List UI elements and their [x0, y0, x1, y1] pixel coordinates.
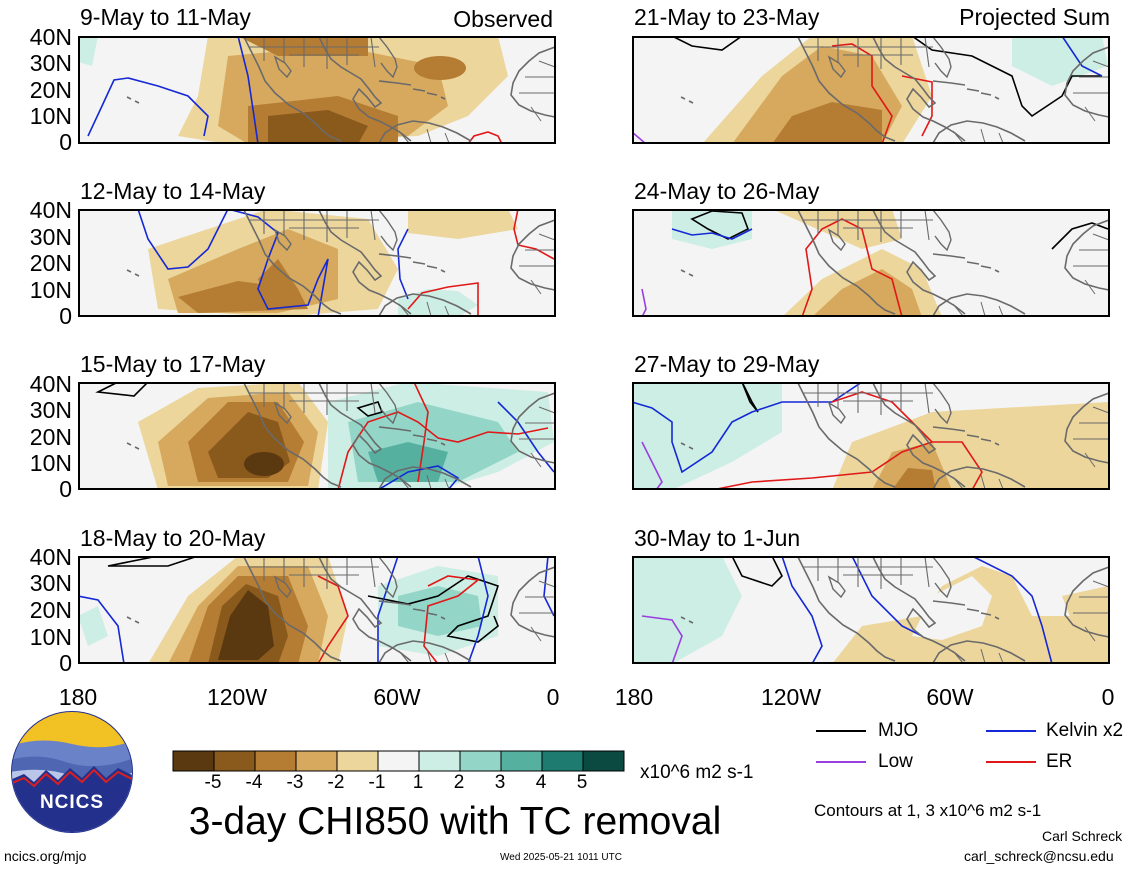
lat-label: 20N	[29, 597, 72, 623]
lat-label: 0	[59, 476, 72, 502]
map-panel-2	[78, 209, 556, 317]
lon-label: 120W	[760, 684, 822, 710]
er-legend-line	[986, 761, 1036, 763]
logo-text: NCICS	[39, 792, 105, 813]
colorbar-label: 2	[453, 772, 465, 793]
colorbar-label: -5	[204, 772, 222, 793]
colorbar-label: 5	[576, 772, 588, 793]
colorbar-label: -2	[327, 772, 345, 793]
map-panel-5	[632, 36, 1110, 144]
panel-title-7: 27-May to 29-May	[634, 351, 820, 377]
lon-label: 180	[58, 684, 98, 710]
lat-label: 10N	[29, 624, 72, 650]
panel-title-1: 9-May to 11-May	[80, 4, 251, 30]
colorbar-units: x10^6 m2 s-1	[640, 762, 754, 783]
lat-label: 40N	[29, 24, 72, 50]
lon-label: 120W	[206, 684, 268, 710]
map-panel-8	[632, 556, 1110, 664]
author-name: Carl Schreck	[1042, 828, 1123, 844]
lat-label: 0	[59, 129, 72, 155]
lon-label: 60W	[926, 684, 974, 710]
lat-label: 0	[59, 650, 72, 676]
legend-label-er: ER	[1046, 751, 1073, 772]
lat-label: 40N	[29, 544, 72, 570]
mjo-legend-line	[816, 730, 866, 732]
lat-label: 10N	[29, 277, 72, 303]
panel-title-3: 15-May to 17-May	[80, 351, 266, 377]
legend-label-low: Low	[878, 751, 913, 772]
lat-label: 40N	[29, 197, 72, 223]
ncics-logo: NCICS	[10, 710, 134, 834]
website-link[interactable]: ncics.org/mjo	[4, 848, 87, 864]
kelvin-legend-line	[986, 730, 1036, 732]
lat-label: 30N	[29, 570, 72, 596]
legend-label-kelvin: Kelvin x2	[1046, 720, 1124, 741]
colorbar-label: -4	[245, 772, 263, 793]
lon-label: 60W	[373, 684, 421, 710]
lon-label: 180	[614, 684, 654, 710]
lon-label: 0	[546, 684, 560, 710]
colorbar	[172, 750, 628, 777]
projected-sum-label: Projected Sum	[959, 4, 1110, 30]
colorbar-label: -1	[368, 772, 386, 793]
low-legend-line	[816, 761, 866, 763]
colorbar-label: 3	[494, 772, 506, 793]
lat-label: 40N	[29, 371, 72, 397]
panel-title-2: 12-May to 14-May	[80, 178, 266, 204]
lat-label: 0	[59, 303, 72, 329]
map-panel-6	[632, 209, 1110, 317]
lon-label: 0	[1101, 684, 1115, 710]
author-email[interactable]: carl_schreck@ncsu.edu	[964, 848, 1114, 864]
lat-label: 30N	[29, 224, 72, 250]
lat-label: 20N	[29, 424, 72, 450]
lat-label: 20N	[29, 77, 72, 103]
lat-label: 10N	[29, 450, 72, 476]
legend-label-mjo: MJO	[878, 720, 919, 741]
timestamp: Wed 2025-05-21 1011 UTC	[500, 852, 622, 863]
map-panel-7	[632, 382, 1110, 490]
panel-title-8: 30-May to 1-Jun	[634, 525, 801, 551]
lat-label: 30N	[29, 50, 72, 76]
panel-title-5: 21-May to 23-May	[634, 4, 820, 30]
map-panel-3	[78, 382, 556, 490]
colorbar-label: -3	[286, 772, 304, 793]
lat-label: 10N	[29, 103, 72, 129]
panel-title-4: 18-May to 20-May	[80, 525, 266, 551]
contours-note: Contours at 1, 3 x10^6 m2 s-1	[814, 801, 1042, 820]
lat-label: 30N	[29, 397, 72, 423]
map-panel-1	[78, 36, 556, 144]
lat-label: 20N	[29, 250, 72, 276]
colorbar-label: 4	[535, 772, 547, 793]
main-title: 3-day CHI850 with TC removal	[188, 800, 722, 843]
colorbar-label: 1	[412, 772, 424, 793]
map-panel-4	[78, 556, 556, 664]
observed-label: Observed	[453, 6, 553, 32]
panel-title-6: 24-May to 26-May	[634, 178, 820, 204]
